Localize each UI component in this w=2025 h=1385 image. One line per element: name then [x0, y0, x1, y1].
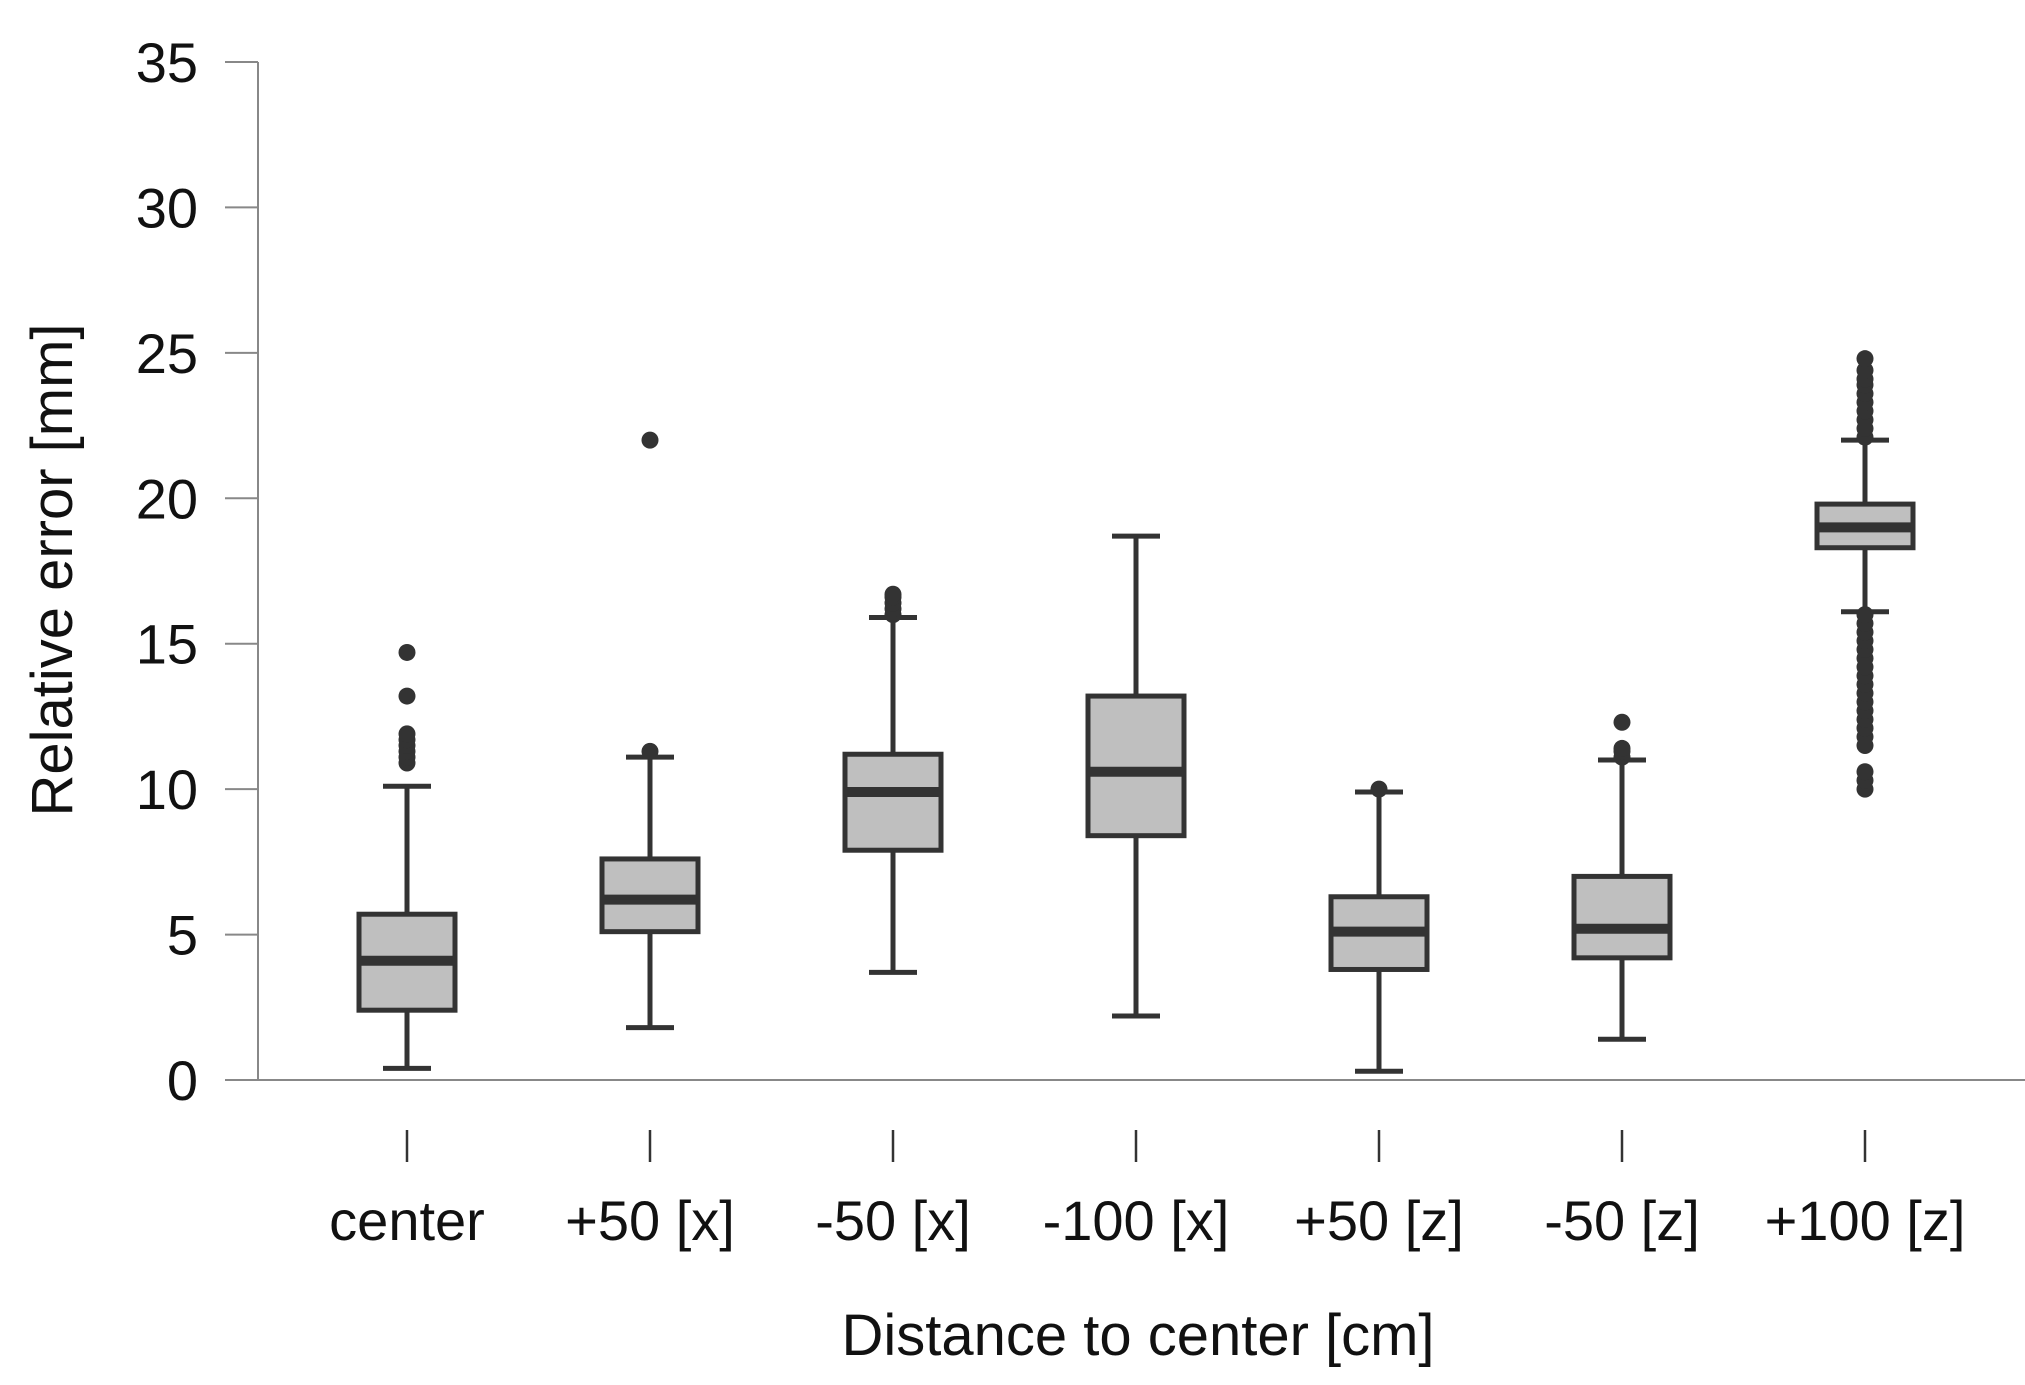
iqr-box	[1571, 873, 1673, 961]
outlier-point	[884, 585, 902, 603]
x-tick-label: +100 [z]	[1765, 1189, 1966, 1252]
y-tick-label: 25	[136, 322, 198, 385]
y-axis-title: Relative error [mm]	[20, 323, 85, 816]
box-group	[599, 431, 701, 1031]
outlier-point	[1856, 350, 1874, 368]
iqr-box	[842, 751, 944, 853]
x-tick-label: +50 [x]	[565, 1189, 735, 1252]
y-tick-label: 30	[136, 176, 198, 239]
y-tick-label: 35	[136, 31, 198, 94]
box-group	[1571, 713, 1673, 1042]
outlier-point	[1370, 780, 1388, 798]
box-group	[1085, 533, 1187, 1019]
x-axis: center +50 [x] -50 [x] -100 [x] +50 [z] -50 […	[258, 1079, 2025, 1252]
outlier-point	[1856, 606, 1874, 624]
box-group	[1814, 350, 1916, 798]
y-tick-label: 15	[136, 613, 198, 676]
outlier-point	[1856, 361, 1874, 379]
y-axis: 0 5 10 15 20 25 30 35	[136, 31, 259, 1112]
x-tick-label: -50 [z]	[1544, 1189, 1700, 1252]
outlier-point	[1613, 739, 1631, 757]
outlier-point	[398, 725, 416, 743]
outlier-point	[398, 643, 416, 661]
box-group	[356, 643, 458, 1071]
y-tick-label: 0	[167, 1049, 198, 1112]
box-group	[842, 585, 944, 975]
y-tick-label: 10	[136, 758, 198, 821]
x-tick-label: +50 [z]	[1294, 1189, 1464, 1252]
y-tick-label: 20	[136, 467, 198, 530]
box-group	[1328, 780, 1430, 1074]
outlier-point	[398, 687, 416, 705]
x-tick-label: -50 [x]	[815, 1189, 971, 1252]
boxes-layer	[356, 350, 1916, 1074]
outlier-point	[1856, 763, 1874, 781]
x-tick-label: center	[329, 1189, 485, 1252]
outlier-point	[1613, 713, 1631, 731]
iqr-box	[1085, 693, 1187, 839]
outlier-point	[641, 742, 659, 760]
y-tick-label: 5	[167, 904, 198, 967]
x-axis-title: Distance to center [cm]	[841, 1303, 1434, 1368]
x-tick-label: -100 [x]	[1043, 1189, 1230, 1252]
outlier-point	[641, 431, 659, 449]
